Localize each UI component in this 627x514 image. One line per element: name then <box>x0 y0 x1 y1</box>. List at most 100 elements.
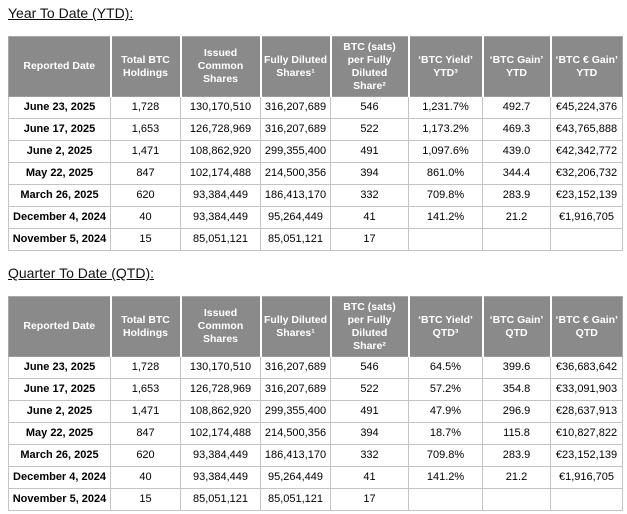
ytd-table-header: Reported Date Total BTC Holdings Issued Co… <box>8 36 623 97</box>
value-cell: 332 <box>330 184 409 207</box>
reported-date-cell: June 23, 2025 <box>8 96 111 119</box>
value-cell: 439.0 <box>482 140 551 163</box>
table-row: May 22, 2025 847 102,174,488 214,500,356 394… <box>8 422 623 445</box>
column-header-8: ‘BTC € Gain’ YTD <box>549 36 623 97</box>
value-cell: 620 <box>110 444 181 467</box>
value-cell: 316,207,689 <box>260 378 331 401</box>
qtd-table-header: Reported Date Total BTC Holdings Issued Co… <box>8 296 623 357</box>
reported-date-cell: May 22, 2025 <box>8 422 111 445</box>
value-cell: 40 <box>110 466 181 489</box>
column-header-8: ‘BTC € Gain’ QTD <box>549 296 623 357</box>
table-row: November 5, 2024 15 85,051,121 85,051,121 17 <box>8 488 623 511</box>
value-cell: 21.2 <box>482 206 551 229</box>
column-header-6: ‘BTC Yield’ QTD³ <box>407 296 483 357</box>
column-header-3: Issued Common Shares <box>179 36 261 97</box>
value-cell: 344.4 <box>482 162 551 185</box>
value-cell: €36,683,642 <box>550 356 623 379</box>
value-cell: 95,264,449 <box>260 466 331 489</box>
table-row: June 17, 2025 1,653 126,728,969 316,207,689… <box>8 118 623 141</box>
value-cell <box>408 228 483 251</box>
value-cell: 102,174,488 <box>180 422 261 445</box>
column-header-2: Total BTC Holdings <box>109 296 181 357</box>
value-cell: 316,207,689 <box>260 96 331 119</box>
value-cell: 546 <box>330 356 409 379</box>
value-cell: 1,471 <box>110 400 181 423</box>
value-cell: 1,728 <box>110 96 181 119</box>
value-cell: 186,413,170 <box>260 184 331 207</box>
ytd-table-body: June 23, 2025 1,728 130,170,510 316,207,689… <box>8 96 623 251</box>
value-cell: 522 <box>330 118 409 141</box>
value-cell: 283.9 <box>482 184 551 207</box>
value-cell: 64.5% <box>408 356 483 379</box>
reported-date-cell: June 23, 2025 <box>8 356 111 379</box>
column-header-7: ‘BTC Gain’ QTD <box>481 296 551 357</box>
qtd-table-body: June 23, 2025 1,728 130,170,510 316,207,689… <box>8 356 623 511</box>
reported-date-cell: March 26, 2025 <box>8 184 111 207</box>
value-cell: 1,653 <box>110 378 181 401</box>
value-cell: 40 <box>110 206 181 229</box>
value-cell: 394 <box>330 162 409 185</box>
header-row: Reported Date Total BTC Holdings Issued Co… <box>8 296 623 357</box>
value-cell: 93,384,449 <box>180 206 261 229</box>
column-header-1: Reported Date <box>8 296 111 357</box>
header-row: Reported Date Total BTC Holdings Issued Co… <box>8 36 623 97</box>
value-cell: 1,097.6% <box>408 140 483 163</box>
value-cell: 17 <box>330 228 409 251</box>
value-cell: 85,051,121 <box>260 488 331 511</box>
qtd-section-title: Quarter To Date (QTD): <box>8 265 155 281</box>
value-cell: 47.9% <box>408 400 483 423</box>
value-cell: €42,342,772 <box>550 140 623 163</box>
value-cell: 85,051,121 <box>180 228 261 251</box>
value-cell: €1,916,705 <box>550 466 623 489</box>
value-cell: 214,500,356 <box>260 422 331 445</box>
value-cell <box>550 488 623 511</box>
value-cell: 316,207,689 <box>260 356 331 379</box>
table-row: June 23, 2025 1,728 130,170,510 316,207,689… <box>8 356 623 379</box>
value-cell: 296.9 <box>482 400 551 423</box>
value-cell: 709.8% <box>408 184 483 207</box>
value-cell: €43,765,888 <box>550 118 623 141</box>
value-cell: 847 <box>110 422 181 445</box>
table-row: June 17, 2025 1,653 126,728,969 316,207,689… <box>8 378 623 401</box>
value-cell: 21.2 <box>482 466 551 489</box>
value-cell: 18.7% <box>408 422 483 445</box>
value-cell: 93,384,449 <box>180 466 261 489</box>
table-row: May 22, 2025 847 102,174,488 214,500,356 394… <box>8 162 623 185</box>
column-header-7: ‘BTC Gain’ YTD <box>481 36 551 97</box>
value-cell: 41 <box>330 206 409 229</box>
column-header-4: Fully Diluted Shares¹ <box>259 296 331 357</box>
value-cell: 491 <box>330 140 409 163</box>
value-cell: 861.0% <box>408 162 483 185</box>
value-cell: 299,355,400 <box>260 400 331 423</box>
value-cell: 332 <box>330 444 409 467</box>
column-header-5: BTC (sats) per Fully Diluted Share² <box>329 296 409 357</box>
value-cell: €45,224,376 <box>550 96 623 119</box>
reported-date-cell: June 2, 2025 <box>8 400 111 423</box>
table-row: November 5, 2024 15 85,051,121 85,051,121 17 <box>8 228 623 251</box>
value-cell: 130,170,510 <box>180 96 261 119</box>
reported-date-cell: June 17, 2025 <box>8 378 111 401</box>
table-row: June 2, 2025 1,471 108,862,920 299,355,400 4… <box>8 400 623 423</box>
value-cell: 620 <box>110 184 181 207</box>
value-cell: €32,206,732 <box>550 162 623 185</box>
column-header-2: Total BTC Holdings <box>109 36 181 97</box>
value-cell: 57.2% <box>408 378 483 401</box>
value-cell: 102,174,488 <box>180 162 261 185</box>
value-cell: 469.3 <box>482 118 551 141</box>
value-cell <box>550 228 623 251</box>
value-cell: 399.6 <box>482 356 551 379</box>
value-cell: 1,728 <box>110 356 181 379</box>
value-cell: 95,264,449 <box>260 206 331 229</box>
value-cell: 15 <box>110 228 181 251</box>
value-cell: 709.8% <box>408 444 483 467</box>
column-header-3: Issued Common Shares <box>179 296 261 357</box>
value-cell: 491 <box>330 400 409 423</box>
value-cell: 93,384,449 <box>180 184 261 207</box>
value-cell <box>408 488 483 511</box>
table-row: December 4, 2024 40 93,384,449 95,264,449 41… <box>8 466 623 489</box>
ytd-table: Reported Date Total BTC Holdings Issued Co… <box>8 36 623 251</box>
value-cell: 115.8 <box>482 422 551 445</box>
reported-date-cell: November 5, 2024 <box>8 488 111 511</box>
value-cell: 354.8 <box>482 378 551 401</box>
